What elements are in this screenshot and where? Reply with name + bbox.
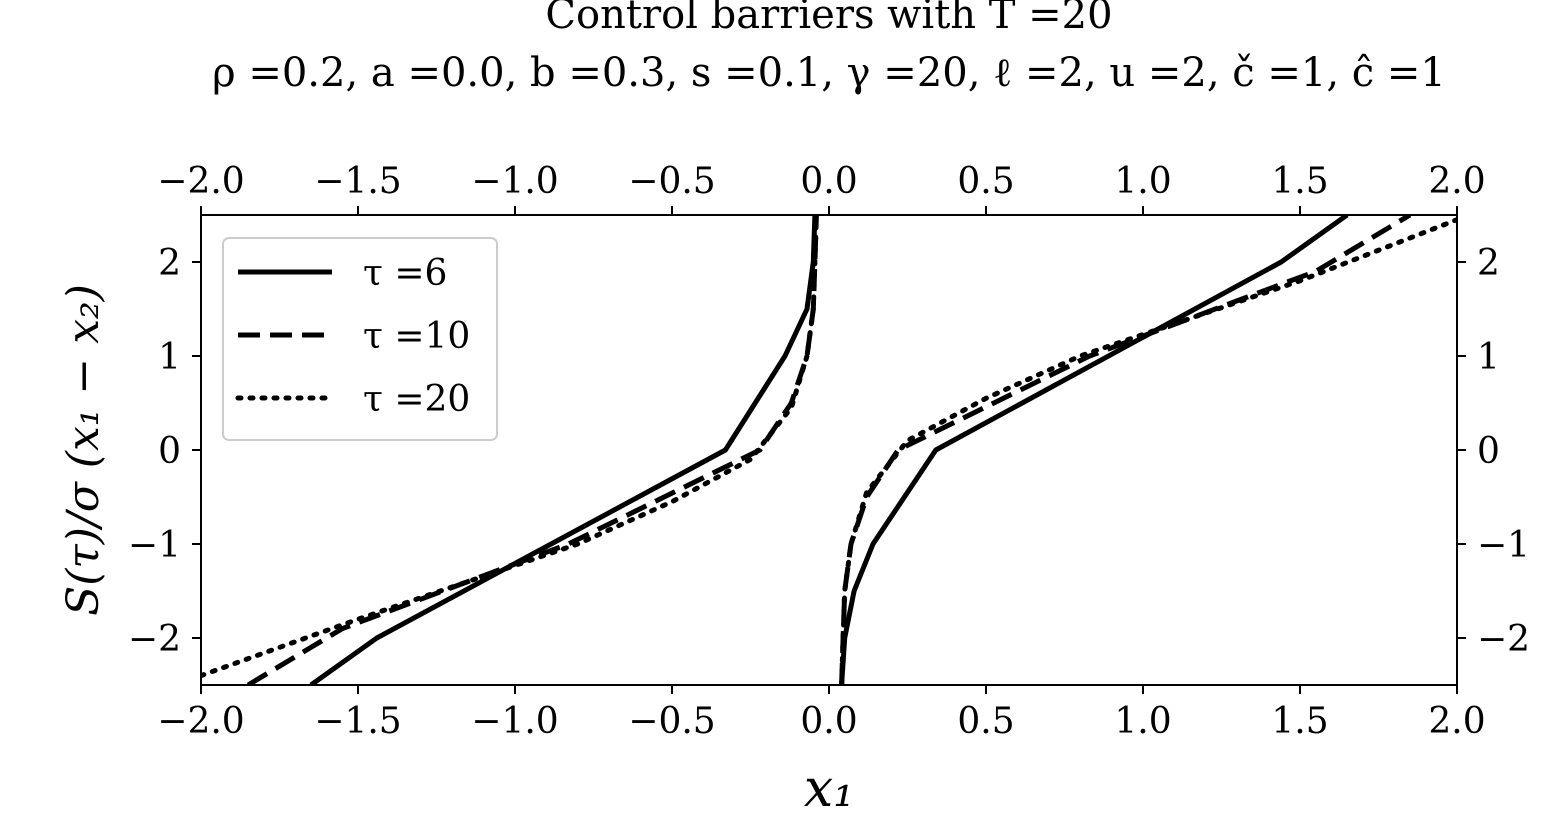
x-tick-label-bottom: 1.0: [1114, 701, 1171, 742]
x-tick-label-top: 2.0: [1428, 161, 1485, 202]
y-tick-label-right: 1: [1477, 337, 1500, 378]
x-tick-label-top: −1.0: [471, 161, 558, 202]
x-tick-label-top: 1.0: [1114, 161, 1171, 202]
x-axis-label: x₁: [804, 759, 854, 819]
y-tick-label-right: −1: [1477, 525, 1530, 566]
y-tick-label-right: 2: [1477, 243, 1500, 284]
y-tick-label-left: 0: [158, 431, 181, 472]
series-line-3-part-1: [201, 215, 819, 679]
x-tick-label-bottom: −0.5: [628, 701, 715, 742]
x-tick-label-bottom: 0.5: [957, 701, 1014, 742]
series-line-3-part-2: [839, 217, 1457, 685]
legend-box: [222, 237, 498, 441]
y-tick-label-left: −2: [128, 619, 181, 660]
x-tick-label-top: 0.0: [800, 161, 857, 202]
legend-label-1: τ =6: [363, 253, 447, 294]
y-tick-label-left: 2: [158, 243, 181, 284]
x-tick-label-top: −1.5: [314, 161, 401, 202]
x-tick-label-bottom: −1.5: [314, 701, 401, 742]
legend: τ =6 τ =10 τ =20: [222, 237, 498, 441]
series-group: [201, 215, 1457, 685]
legend-label-2: τ =10: [363, 316, 470, 357]
x-tick-label-bottom: −1.0: [471, 701, 558, 742]
chart-title: Control barriers with T =20: [545, 0, 1112, 38]
x-tick-label-top: −0.5: [628, 161, 715, 202]
chart-subtitle: ρ =0.2, a =0.0, b =0.3, s =0.1, γ =20, ℓ…: [212, 50, 1446, 96]
x-tick-label-top: 1.5: [1271, 161, 1328, 202]
x-tick-label-top: −2.0: [157, 161, 244, 202]
x-tick-label-bottom: 0.0: [800, 701, 857, 742]
axis-ticks: −2.0 −2.0 −1.5 −1.5 −1.0 −1.0 −0.5 −0.5 0.0 0.0 0.…: [128, 161, 1530, 742]
series-line-2-part-2: [839, 215, 1412, 685]
x-tick-label-bottom: −2.0: [157, 701, 244, 742]
x-tick-label-bottom: 1.5: [1271, 701, 1328, 742]
y-tick-label-right: 0: [1477, 431, 1500, 472]
legend-label-3: τ =20: [363, 379, 470, 420]
y-tick-label-left: −1: [128, 525, 181, 566]
y-tick-label-right: −2: [1477, 619, 1530, 660]
y-tick-label-left: 1: [158, 337, 181, 378]
x-tick-label-top: 0.5: [957, 161, 1014, 202]
y-axis-label: S(τ)/σ (x₁ − x₂): [58, 284, 109, 616]
x-tick-label-bottom: 2.0: [1428, 701, 1485, 742]
